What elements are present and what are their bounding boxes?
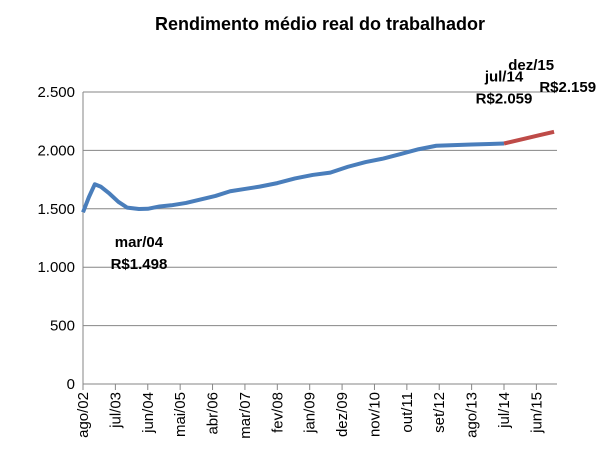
y-tick-label: 1.500 (37, 201, 75, 218)
x-tick-label: out/11 (399, 392, 416, 433)
annotation-date: jul/14 (484, 69, 524, 86)
x-tick-label: mar/07 (237, 392, 254, 439)
annotation-date: dez/15 (508, 57, 554, 74)
x-tick-label: jun/04 (140, 392, 157, 434)
x-tick-label: jun/15 (528, 392, 545, 434)
x-tick-label: jul/03 (107, 392, 124, 429)
y-tick-label: 2.000 (37, 142, 75, 159)
annotation-value: R$2.059 (476, 91, 533, 108)
x-tick-label: fev/08 (269, 392, 286, 433)
data-line (81, 141, 505, 214)
annotation-value: R$1.498 (111, 256, 168, 273)
x-tick-label: set/12 (431, 392, 448, 433)
x-tick-label: dez/09 (334, 392, 351, 437)
chart-title: Rendimento médio real do trabalhador (155, 14, 485, 34)
y-tick-label: 0 (67, 376, 75, 393)
y-tick-label: 500 (50, 318, 75, 335)
y-tick-label: 1.000 (37, 259, 75, 276)
x-tick-label: jul/14 (496, 392, 513, 429)
annotation-date: mar/04 (115, 234, 164, 251)
x-tick-label: ago/02 (75, 392, 92, 438)
data-line (503, 129, 555, 146)
x-tick-label: mai/05 (172, 392, 189, 437)
x-tick-label: nov/10 (366, 392, 383, 437)
x-tick-label: abr/06 (205, 392, 222, 435)
annotation-value: R$2.159 (539, 79, 596, 96)
x-tick-label: jan/09 (302, 392, 319, 434)
y-tick-label: 2.500 (37, 84, 75, 101)
x-tick-label: ago/13 (464, 392, 481, 438)
